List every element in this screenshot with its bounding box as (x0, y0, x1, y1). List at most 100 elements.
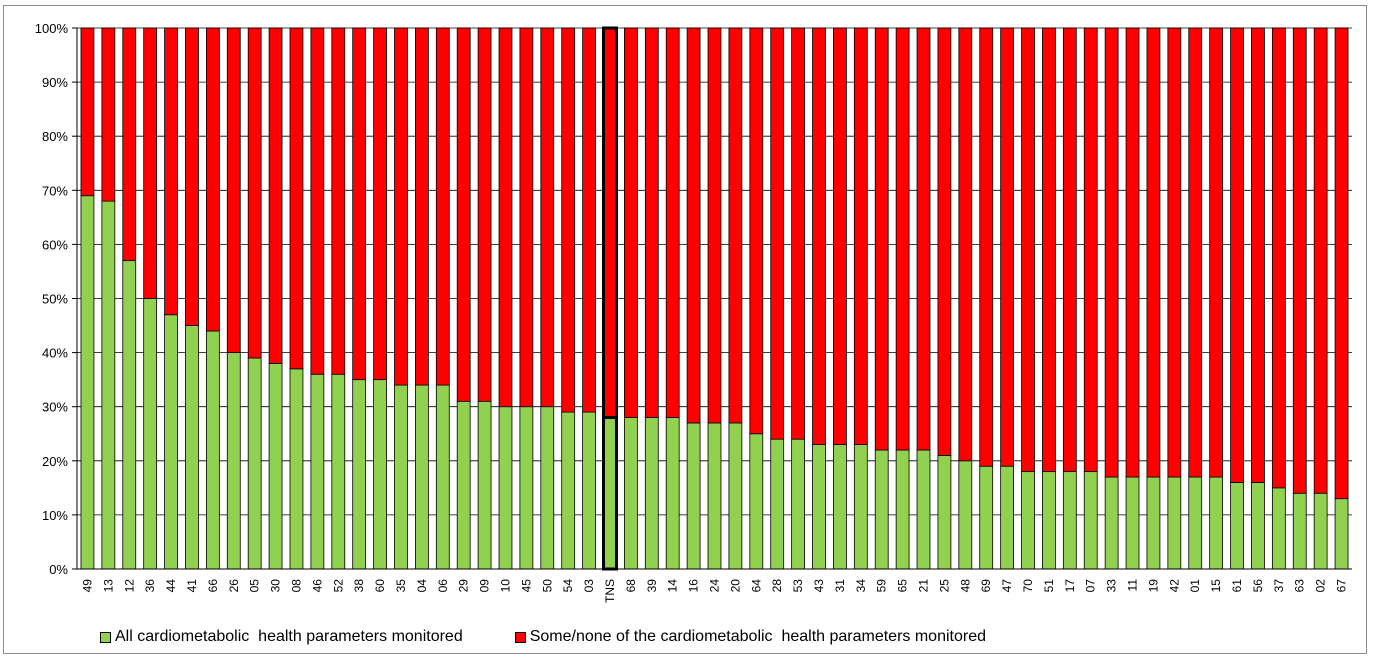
bar-segment-all-monitored (665, 417, 680, 570)
y-tick-label: 60% (42, 237, 68, 252)
bar-segment-some-none-monitored (331, 27, 346, 375)
x-category-label: 41 (185, 579, 199, 593)
bar-segment-all-monitored (874, 449, 889, 570)
x-category-label: 10 (498, 579, 512, 593)
x-category-label: 46 (310, 579, 324, 593)
bar-segment-all-monitored (770, 438, 785, 570)
bar-segment-some-none-monitored (268, 27, 283, 364)
bar-segment-some-none-monitored (561, 27, 576, 413)
x-category-label: 25 (937, 579, 951, 593)
bar-segment-all-monitored (435, 384, 450, 570)
x-category-label: 16 (687, 579, 701, 593)
bar-segment-some-none-monitored (456, 27, 471, 402)
bar-segment-some-none-monitored (1292, 27, 1307, 494)
bar-segment-some-none-monitored (1146, 27, 1161, 478)
bar-segment-some-none-monitored (874, 27, 889, 451)
bar-segment-all-monitored (582, 411, 596, 570)
bar-segment-all-monitored (728, 422, 743, 570)
bar-segment-some-none-monitored (916, 27, 931, 451)
x-category-label: 03 (582, 579, 596, 593)
x-category-label: 14 (666, 579, 680, 593)
bar-segment-some-none-monitored (352, 27, 367, 381)
bar-segment-some-none-monitored (1271, 27, 1286, 489)
x-category-label: 09 (478, 579, 492, 593)
bar-segment-some-none-monitored (101, 27, 116, 202)
x-category-label: 21 (917, 579, 931, 593)
bar-segment-all-monitored (1313, 492, 1328, 570)
bar-segment-all-monitored (373, 379, 387, 570)
bar-segment-all-monitored (1167, 476, 1182, 570)
bar-segment-all-monitored (247, 357, 262, 570)
y-tick-label: 0% (49, 562, 68, 577)
bar-segment-all-monitored (519, 406, 534, 570)
x-category-label: 42 (1167, 579, 1181, 593)
bar-segment-some-none-monitored (373, 27, 387, 381)
bar-segment-some-none-monitored (226, 27, 241, 354)
bar-segment-all-monitored (937, 454, 952, 570)
bar-segment-some-none-monitored (205, 27, 220, 332)
bar-segment-all-monitored (268, 363, 283, 570)
bar-segment-all-monitored (812, 444, 826, 570)
bar-segment-some-none-monitored (979, 27, 994, 467)
bar-segment-some-none-monitored (853, 27, 868, 445)
bars (80, 26, 1349, 571)
x-category-label: 13 (101, 579, 115, 593)
bar-segment-some-none-monitored (247, 27, 262, 359)
bar-segment-all-monitored (1000, 465, 1015, 570)
x-category-label: 70 (1021, 579, 1035, 593)
bar-segment-all-monitored (352, 379, 367, 570)
x-category-label: 31 (833, 579, 847, 593)
y-tick-label: 40% (42, 346, 68, 361)
legend-item-all-monitored: All cardiometabolic health parameters mo… (100, 628, 463, 646)
bar-segment-all-monitored (498, 406, 513, 570)
x-category-label: 53 (791, 579, 805, 593)
y-tick-label: 10% (42, 508, 68, 523)
x-category-label: 28 (770, 579, 784, 593)
x-category-label: 47 (1000, 579, 1014, 593)
bar-segment-some-none-monitored (80, 27, 95, 197)
bar-segment-all-monitored (853, 444, 868, 570)
x-category-label: 26 (227, 579, 241, 593)
x-category-label: 24 (708, 579, 722, 593)
bar-segment-some-none-monitored (477, 27, 492, 402)
bar-segment-all-monitored (1146, 476, 1161, 570)
bar-segment-some-none-monitored (185, 27, 199, 326)
bar-segment-some-none-monitored (540, 27, 555, 408)
bar-segment-all-monitored (1042, 471, 1056, 570)
y-tick-label: 20% (42, 454, 68, 469)
legend-swatch-green (100, 631, 111, 643)
chart-frame (3, 5, 1367, 654)
legend-label-all-monitored: All cardiometabolic health parameters mo… (115, 628, 463, 645)
x-category-label: 30 (269, 579, 283, 593)
bar-segment-some-none-monitored (289, 27, 304, 370)
bar-segment-some-none-monitored (143, 27, 158, 299)
bar-segment-all-monitored (414, 384, 429, 570)
x-category-label: 44 (164, 579, 178, 593)
bar-segment-some-none-monitored (1251, 27, 1265, 483)
x-category-label: 17 (1063, 579, 1077, 593)
bar-segment-some-none-monitored (728, 27, 743, 424)
bar-segment-some-none-monitored (310, 27, 325, 375)
bar-segment-some-none-monitored (791, 27, 805, 440)
bar-segment-some-none-monitored (498, 27, 513, 408)
x-category-label: 20 (728, 579, 742, 593)
bar-segment-all-monitored (958, 460, 973, 570)
bar-segment-some-none-monitored (1188, 27, 1203, 478)
bar-segment-some-none-monitored (394, 27, 408, 386)
y-tick-label: 70% (42, 183, 68, 198)
bar-segment-all-monitored (1188, 476, 1203, 570)
x-category-label: TNS (603, 579, 617, 603)
x-category-label: 06 (436, 579, 450, 593)
bar-segment-all-monitored (226, 352, 241, 570)
x-axis-category-labels: 49 13 12 36 44 41 66 26 05 30 08 46 52 38 60 35 04 06 29 09… (80, 579, 1348, 603)
bar-segment-all-monitored (310, 373, 325, 570)
bar-segment-some-none-monitored (833, 27, 847, 445)
bar-segment-some-none-monitored (937, 27, 952, 456)
legend-item-some-none-monitored: Some/none of the cardiometabolic health … (514, 628, 986, 646)
bar-segment-all-monitored (540, 406, 555, 570)
y-tick-label: 100% (35, 21, 69, 36)
bar-segment-some-none-monitored (1042, 27, 1056, 473)
bar-segment-all-monitored (1062, 471, 1077, 570)
y-tick-label: 30% (42, 400, 68, 415)
